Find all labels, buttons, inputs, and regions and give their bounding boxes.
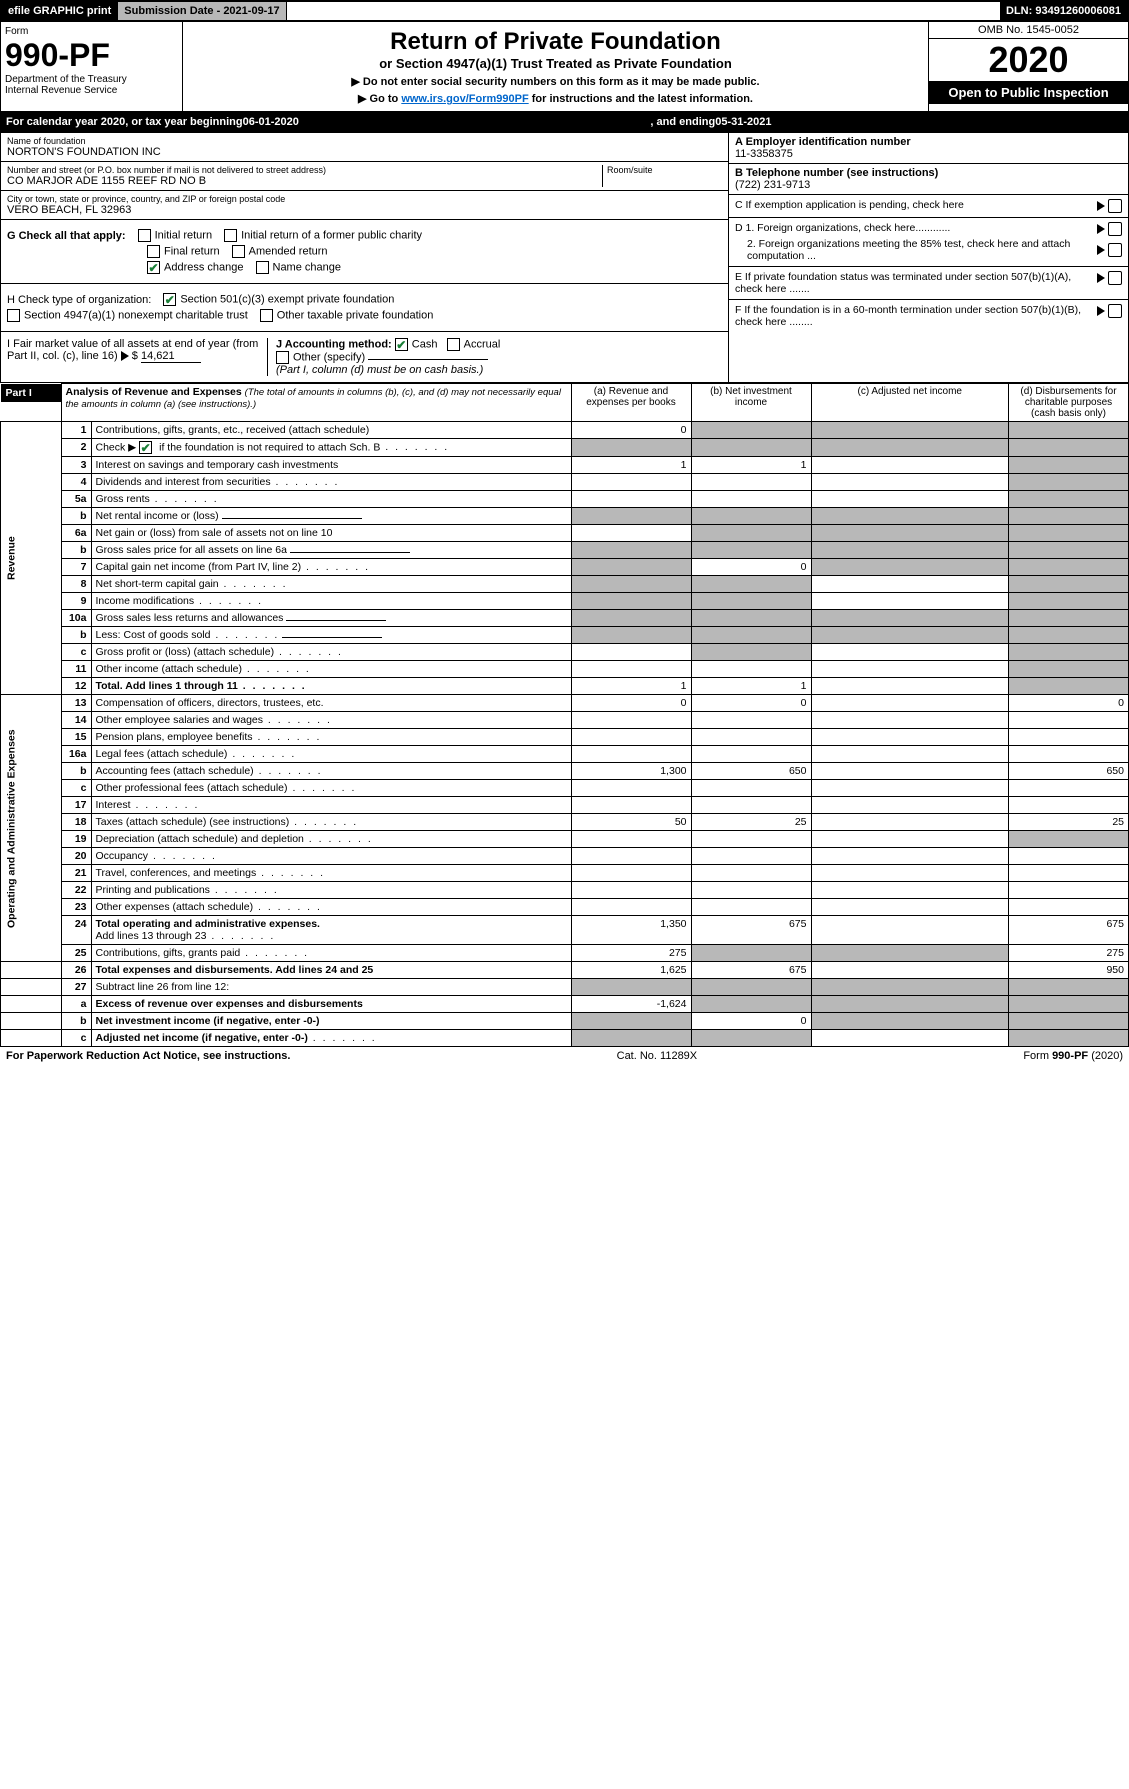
footer-left: For Paperwork Reduction Act Notice, see …	[6, 1050, 290, 1062]
efile-label: efile GRAPHIC print	[2, 2, 118, 20]
info-grid: Name of foundation NORTON'S FOUNDATION I…	[0, 132, 1129, 383]
irs: Internal Revenue Service	[5, 85, 178, 96]
cb-e[interactable]	[1108, 271, 1122, 285]
e-label: E If private foundation status was termi…	[735, 271, 1091, 295]
form-subtitle: or Section 4947(a)(1) Trust Treated as P…	[189, 56, 922, 71]
calendar-year-row: For calendar year 2020, or tax year begi…	[0, 112, 1129, 132]
address: CO MARJOR ADE 1155 REEF RD NO B	[7, 175, 602, 187]
j-note: (Part I, column (d) must be on cash basi…	[276, 364, 722, 376]
cb-final[interactable]	[147, 245, 160, 258]
fmv-value: 14,621	[141, 350, 201, 363]
form-title: Return of Private Foundation	[189, 28, 922, 56]
d2-label: 2. Foreign organizations meeting the 85%…	[735, 238, 1097, 262]
cb-other-tax[interactable]	[260, 309, 273, 322]
f-label: F If the foundation is in a 60-month ter…	[735, 304, 1091, 328]
cb-d1[interactable]	[1108, 222, 1122, 236]
d1-label: D 1. Foreign organizations, check here..…	[735, 222, 950, 236]
city: VERO BEACH, FL 32963	[7, 204, 722, 216]
part1-table: Part I Analysis of Revenue and Expenses …	[0, 383, 1129, 1047]
g-label: G Check all that apply:	[7, 230, 126, 242]
col-a: (a) Revenue and expenses per books	[571, 384, 691, 422]
dept: Department of the Treasury	[5, 74, 178, 85]
j-label: J Accounting method:	[276, 338, 392, 350]
cb-schb[interactable]	[139, 441, 152, 454]
col-d: (d) Disbursements for charitable purpose…	[1009, 384, 1129, 422]
ein-label: A Employer identification number	[735, 136, 1122, 148]
arrow-icon	[121, 351, 129, 361]
part1-hdr: Part I	[1, 384, 61, 402]
phone-label: B Telephone number (see instructions)	[735, 167, 1122, 179]
footer: For Paperwork Reduction Act Notice, see …	[0, 1047, 1129, 1065]
cb-cash[interactable]	[395, 338, 408, 351]
arrow-icon	[1097, 273, 1105, 283]
room-label: Room/suite	[607, 165, 722, 175]
tax-year: 2020	[929, 39, 1128, 81]
open-public: Open to Public Inspection	[929, 81, 1128, 104]
cb-amended[interactable]	[232, 245, 245, 258]
cb-exemption[interactable]	[1108, 199, 1122, 213]
form-number: 990-PF	[5, 37, 178, 74]
foundation-name: NORTON'S FOUNDATION INC	[7, 146, 722, 158]
cb-accrual[interactable]	[447, 338, 460, 351]
part1-title: Analysis of Revenue and Expenses	[66, 386, 242, 398]
arrow-icon	[1097, 245, 1105, 255]
cb-d2[interactable]	[1108, 243, 1122, 257]
arrow-icon	[1097, 201, 1105, 211]
cb-4947[interactable]	[7, 309, 20, 322]
submission-date: Submission Date - 2021-09-17	[118, 2, 286, 20]
form-label: Form	[5, 26, 178, 37]
cb-initial[interactable]	[138, 229, 151, 242]
ein: 11-3358375	[735, 148, 1122, 160]
arrow-icon	[1097, 306, 1105, 316]
cb-f[interactable]	[1108, 304, 1122, 318]
cb-name[interactable]	[256, 261, 269, 274]
name-label: Name of foundation	[7, 136, 722, 146]
arrow-icon	[1097, 224, 1105, 234]
form-link[interactable]: www.irs.gov/Form990PF	[401, 93, 528, 105]
inst2: ▶ Go to www.irs.gov/Form990PF for instru…	[189, 92, 922, 105]
form-header: Form 990-PF Department of the Treasury I…	[0, 22, 1129, 112]
omb: OMB No. 1545-0052	[929, 22, 1128, 39]
cb-address[interactable]	[147, 261, 160, 274]
c-label: C If exemption application is pending, c…	[735, 199, 964, 211]
dln: DLN: 93491260006081	[1000, 2, 1127, 20]
addr-label: Number and street (or P.O. box number if…	[7, 165, 602, 175]
cb-initial-former[interactable]	[224, 229, 237, 242]
phone: (722) 231-9713	[735, 179, 1122, 191]
cb-501c3[interactable]	[163, 293, 176, 306]
cb-other-acct[interactable]	[276, 351, 289, 364]
top-bar: efile GRAPHIC print Submission Date - 20…	[0, 0, 1129, 22]
year-begin: 06-01-2020	[243, 116, 299, 128]
expenses-label: Operating and Administrative Expenses	[1, 695, 62, 962]
footer-right: Form 990-PF (2020)	[1023, 1050, 1123, 1062]
i-label: I Fair market value of all assets at end…	[7, 338, 258, 362]
inst1: ▶ Do not enter social security numbers o…	[189, 75, 922, 88]
h-label: H Check type of organization:	[7, 294, 151, 306]
city-label: City or town, state or province, country…	[7, 194, 722, 204]
col-b: (b) Net investment income	[691, 384, 811, 422]
revenue-label: Revenue	[1, 422, 62, 695]
footer-mid: Cat. No. 11289X	[617, 1050, 698, 1062]
year-end: 05-31-2021	[715, 116, 771, 128]
col-c: (c) Adjusted net income	[811, 384, 1009, 422]
